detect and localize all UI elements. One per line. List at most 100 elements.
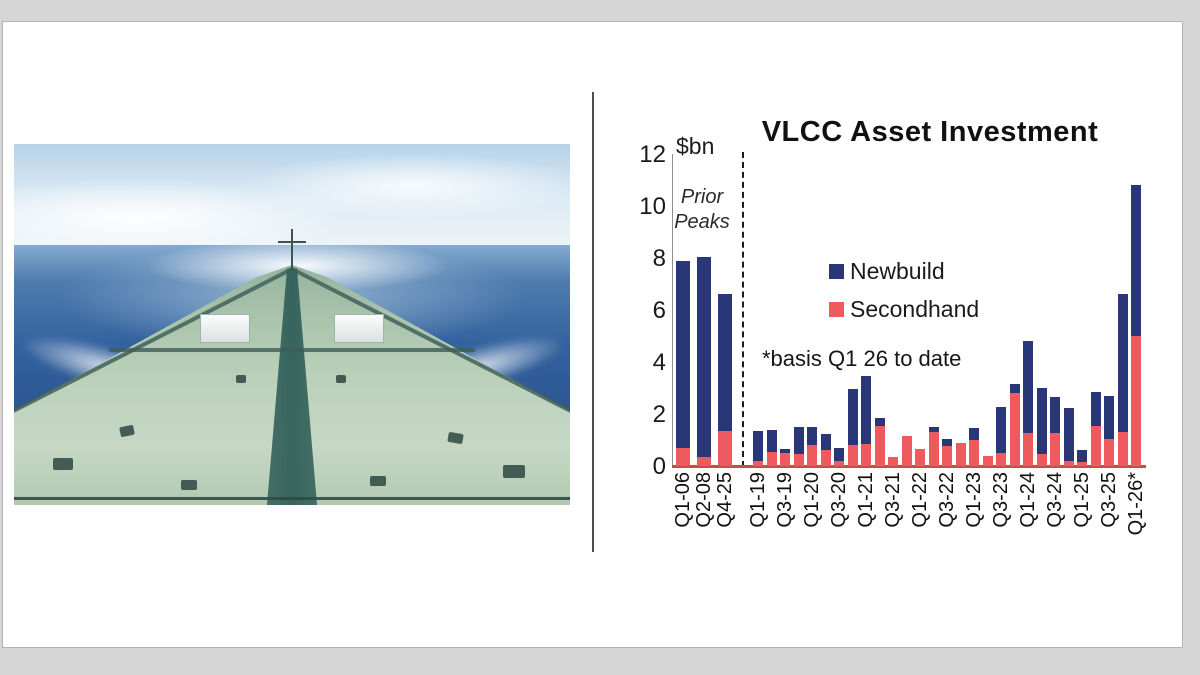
x-axis-line (672, 465, 1146, 468)
bar-Q2-19-newbuild (766, 430, 777, 452)
bar-Q4-25-newbuild (1117, 294, 1128, 432)
photo-deck-fitting (180, 479, 197, 490)
bar-Q1-26*-secondhand (1131, 336, 1141, 466)
bar-Q1-20-secondhand (807, 445, 817, 466)
bar-Q1-20-newbuild (807, 427, 817, 445)
bar-Q2-23-secondhand (982, 456, 993, 466)
x-tick-label-Q1-22: Q1-22 (909, 472, 931, 528)
prior-peaks-label: Prior Peaks (656, 185, 748, 235)
photo-deck-fitting (336, 375, 347, 384)
legend-label-secondhand: Secondhand (850, 296, 980, 322)
legend-swatch-newbuild (829, 264, 844, 279)
bar-Q1-25-newbuild (1077, 450, 1087, 462)
y-tick-label-0: 0 (652, 453, 666, 480)
bar-Q1-24-secondhand (1023, 433, 1033, 466)
bar-Q3-20-secondhand (834, 461, 844, 466)
bar-Q4-24-secondhand (1063, 461, 1074, 466)
x-tick-label-Q1-24: Q1-24 (1017, 472, 1039, 528)
x-tick-label-Q3-22: Q3-22 (936, 472, 958, 528)
bar-Q3-23-newbuild (996, 407, 1006, 453)
x-tick-label-Q3-23: Q3-23 (990, 472, 1012, 528)
y-tick-label-2: 2 (652, 401, 666, 428)
bar-Q4-23-secondhand (1009, 393, 1020, 466)
y-tick-label-6: 6 (652, 297, 666, 324)
bar-Q4-21-secondhand (901, 436, 912, 466)
bar-Q1-23-newbuild (969, 428, 979, 440)
prior-peaks-separator-line (742, 152, 744, 467)
legend-item-secondhand: Secondhand (829, 296, 1069, 334)
bar-Q2-08-secondhand (697, 457, 711, 466)
bar-Q2-22-secondhand (928, 432, 939, 466)
photo-bow-mast-crossbar (278, 241, 306, 244)
bar-Q3-25-secondhand (1104, 439, 1114, 466)
photo-deck-fitting (236, 375, 247, 384)
bar-Q1-19-newbuild (753, 431, 763, 461)
y-tick-label-10: 10 (639, 193, 666, 220)
x-tick-label-Q1-20: Q1-20 (801, 472, 823, 528)
bar-Q2-24-newbuild (1036, 388, 1047, 454)
x-tick-label-Q1-19: Q1-19 (747, 472, 769, 528)
x-tick-label-Q1-26*: Q1-26* (1125, 472, 1147, 536)
bar-Q1-24-newbuild (1023, 341, 1033, 433)
bar-Q2-20-secondhand (820, 450, 831, 466)
x-tick-label-Q2-08: Q2-08 (693, 472, 715, 528)
bar-Q2-19-secondhand (766, 452, 777, 466)
x-tick-label-Q4-25: Q4-25 (714, 472, 736, 528)
x-tick-label-Q1-25: Q1-25 (1071, 472, 1093, 528)
bar-Q1-26*-newbuild (1131, 185, 1141, 336)
bar-Q1-21-secondhand (861, 444, 871, 466)
vertical-divider (592, 92, 594, 552)
photo-catwalk-crossbeam (108, 347, 476, 352)
bar-Q4-20-secondhand (847, 445, 858, 466)
bar-Q4-22-secondhand (955, 443, 966, 466)
legend-swatch-secondhand (829, 302, 844, 317)
prior-peaks-line2: Peaks (674, 211, 730, 233)
x-tick-label-Q1-06: Q1-06 (672, 472, 694, 528)
bar-Q2-25-secondhand (1090, 426, 1101, 466)
bar-Q1-25-secondhand (1077, 462, 1087, 466)
x-tick-label-Q3-20: Q3-20 (828, 472, 850, 528)
photo-foreground-rail (14, 496, 570, 500)
chart-title: VLCC Asset Investment (761, 116, 1099, 148)
photo-bow-mast (290, 228, 293, 269)
bar-Q3-19-secondhand (780, 453, 790, 466)
bar-Q2-22-newbuild (928, 427, 939, 432)
bar-Q1-21-newbuild (861, 376, 871, 444)
bar-Q3-22-newbuild (942, 439, 952, 446)
bar-Q4-25-newbuild (718, 294, 732, 431)
bar-Q3-24-secondhand (1050, 433, 1060, 466)
bar-Q4-20-newbuild (847, 389, 858, 445)
bar-Q2-08-newbuild (697, 257, 711, 457)
chart-legend: Newbuild Secondhand (829, 258, 1069, 334)
photo-deckhouse-left (200, 313, 251, 343)
bar-Q4-25-secondhand (718, 431, 732, 466)
bar-Q4-25-secondhand (1117, 432, 1128, 466)
x-tick-label-Q1-23: Q1-23 (963, 472, 985, 528)
bar-Q3-24-newbuild (1050, 397, 1060, 433)
x-tick-label-Q3-19: Q3-19 (774, 472, 796, 528)
x-tick-label-Q3-25: Q3-25 (1098, 472, 1120, 528)
bar-Q2-21-newbuild (874, 418, 885, 426)
bar-Q2-25-newbuild (1090, 392, 1101, 426)
y-axis-line (672, 154, 673, 467)
bar-Q4-19-secondhand (793, 454, 804, 466)
bar-Q3-21-secondhand (888, 457, 898, 466)
bar-Q4-19-newbuild (793, 427, 804, 454)
bar-Q3-25-newbuild (1104, 396, 1114, 439)
bar-Q3-22-secondhand (942, 446, 952, 466)
photo-deck-fitting (503, 465, 526, 479)
bar-Q1-06-newbuild (676, 261, 690, 448)
footnote-annotation: *basis Q1 26 to date (762, 346, 962, 371)
bar-Q3-23-secondhand (996, 453, 1006, 466)
y-axis-unit-label: $bn (676, 133, 715, 159)
y-tick-label-8: 8 (652, 245, 666, 272)
bar-Q4-24-newbuild (1063, 408, 1074, 461)
bar-Q3-19-newbuild (780, 449, 790, 453)
prior-peaks-line1: Prior (680, 186, 724, 208)
legend-label-newbuild: Newbuild (850, 258, 945, 284)
x-tick-label-Q3-21: Q3-21 (882, 472, 904, 528)
bar-Q3-20-newbuild (834, 448, 844, 461)
photo-deck-fitting (52, 458, 73, 471)
y-tick-label-4: 4 (652, 349, 666, 376)
